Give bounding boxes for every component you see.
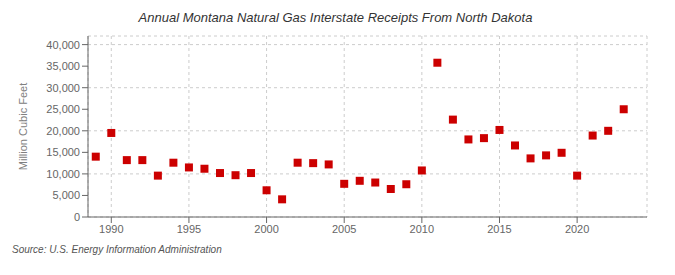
svg-text:2015: 2015 <box>487 223 511 235</box>
svg-text:0: 0 <box>74 211 80 223</box>
svg-text:20,000: 20,000 <box>46 125 80 137</box>
svg-text:25,000: 25,000 <box>46 103 80 115</box>
svg-text:5,000: 5,000 <box>52 189 80 201</box>
svg-text:2000: 2000 <box>254 223 278 235</box>
svg-text:35,000: 35,000 <box>46 60 80 72</box>
svg-text:1995: 1995 <box>177 223 201 235</box>
svg-text:2005: 2005 <box>332 223 356 235</box>
html-text:Source: U.S. Energy Informatio: Source: U.S. Energy Information Administ… <box>12 244 222 255</box>
svg-text:1990: 1990 <box>99 223 123 235</box>
svg-text:10,000: 10,000 <box>46 168 80 180</box>
svg-text:2020: 2020 <box>565 223 589 235</box>
svg-text:Million Cubic Feet: Million Cubic Feet <box>17 83 29 170</box>
svg-text:40,000: 40,000 <box>46 39 80 51</box>
svg-text:30,000: 30,000 <box>46 82 80 94</box>
svg-text:2010: 2010 <box>410 223 434 235</box>
svg-text:15,000: 15,000 <box>46 146 80 158</box>
html-text:Annual Montana Natural Gas Int: Annual Montana Natural Gas Interstate Re… <box>138 10 533 25</box>
